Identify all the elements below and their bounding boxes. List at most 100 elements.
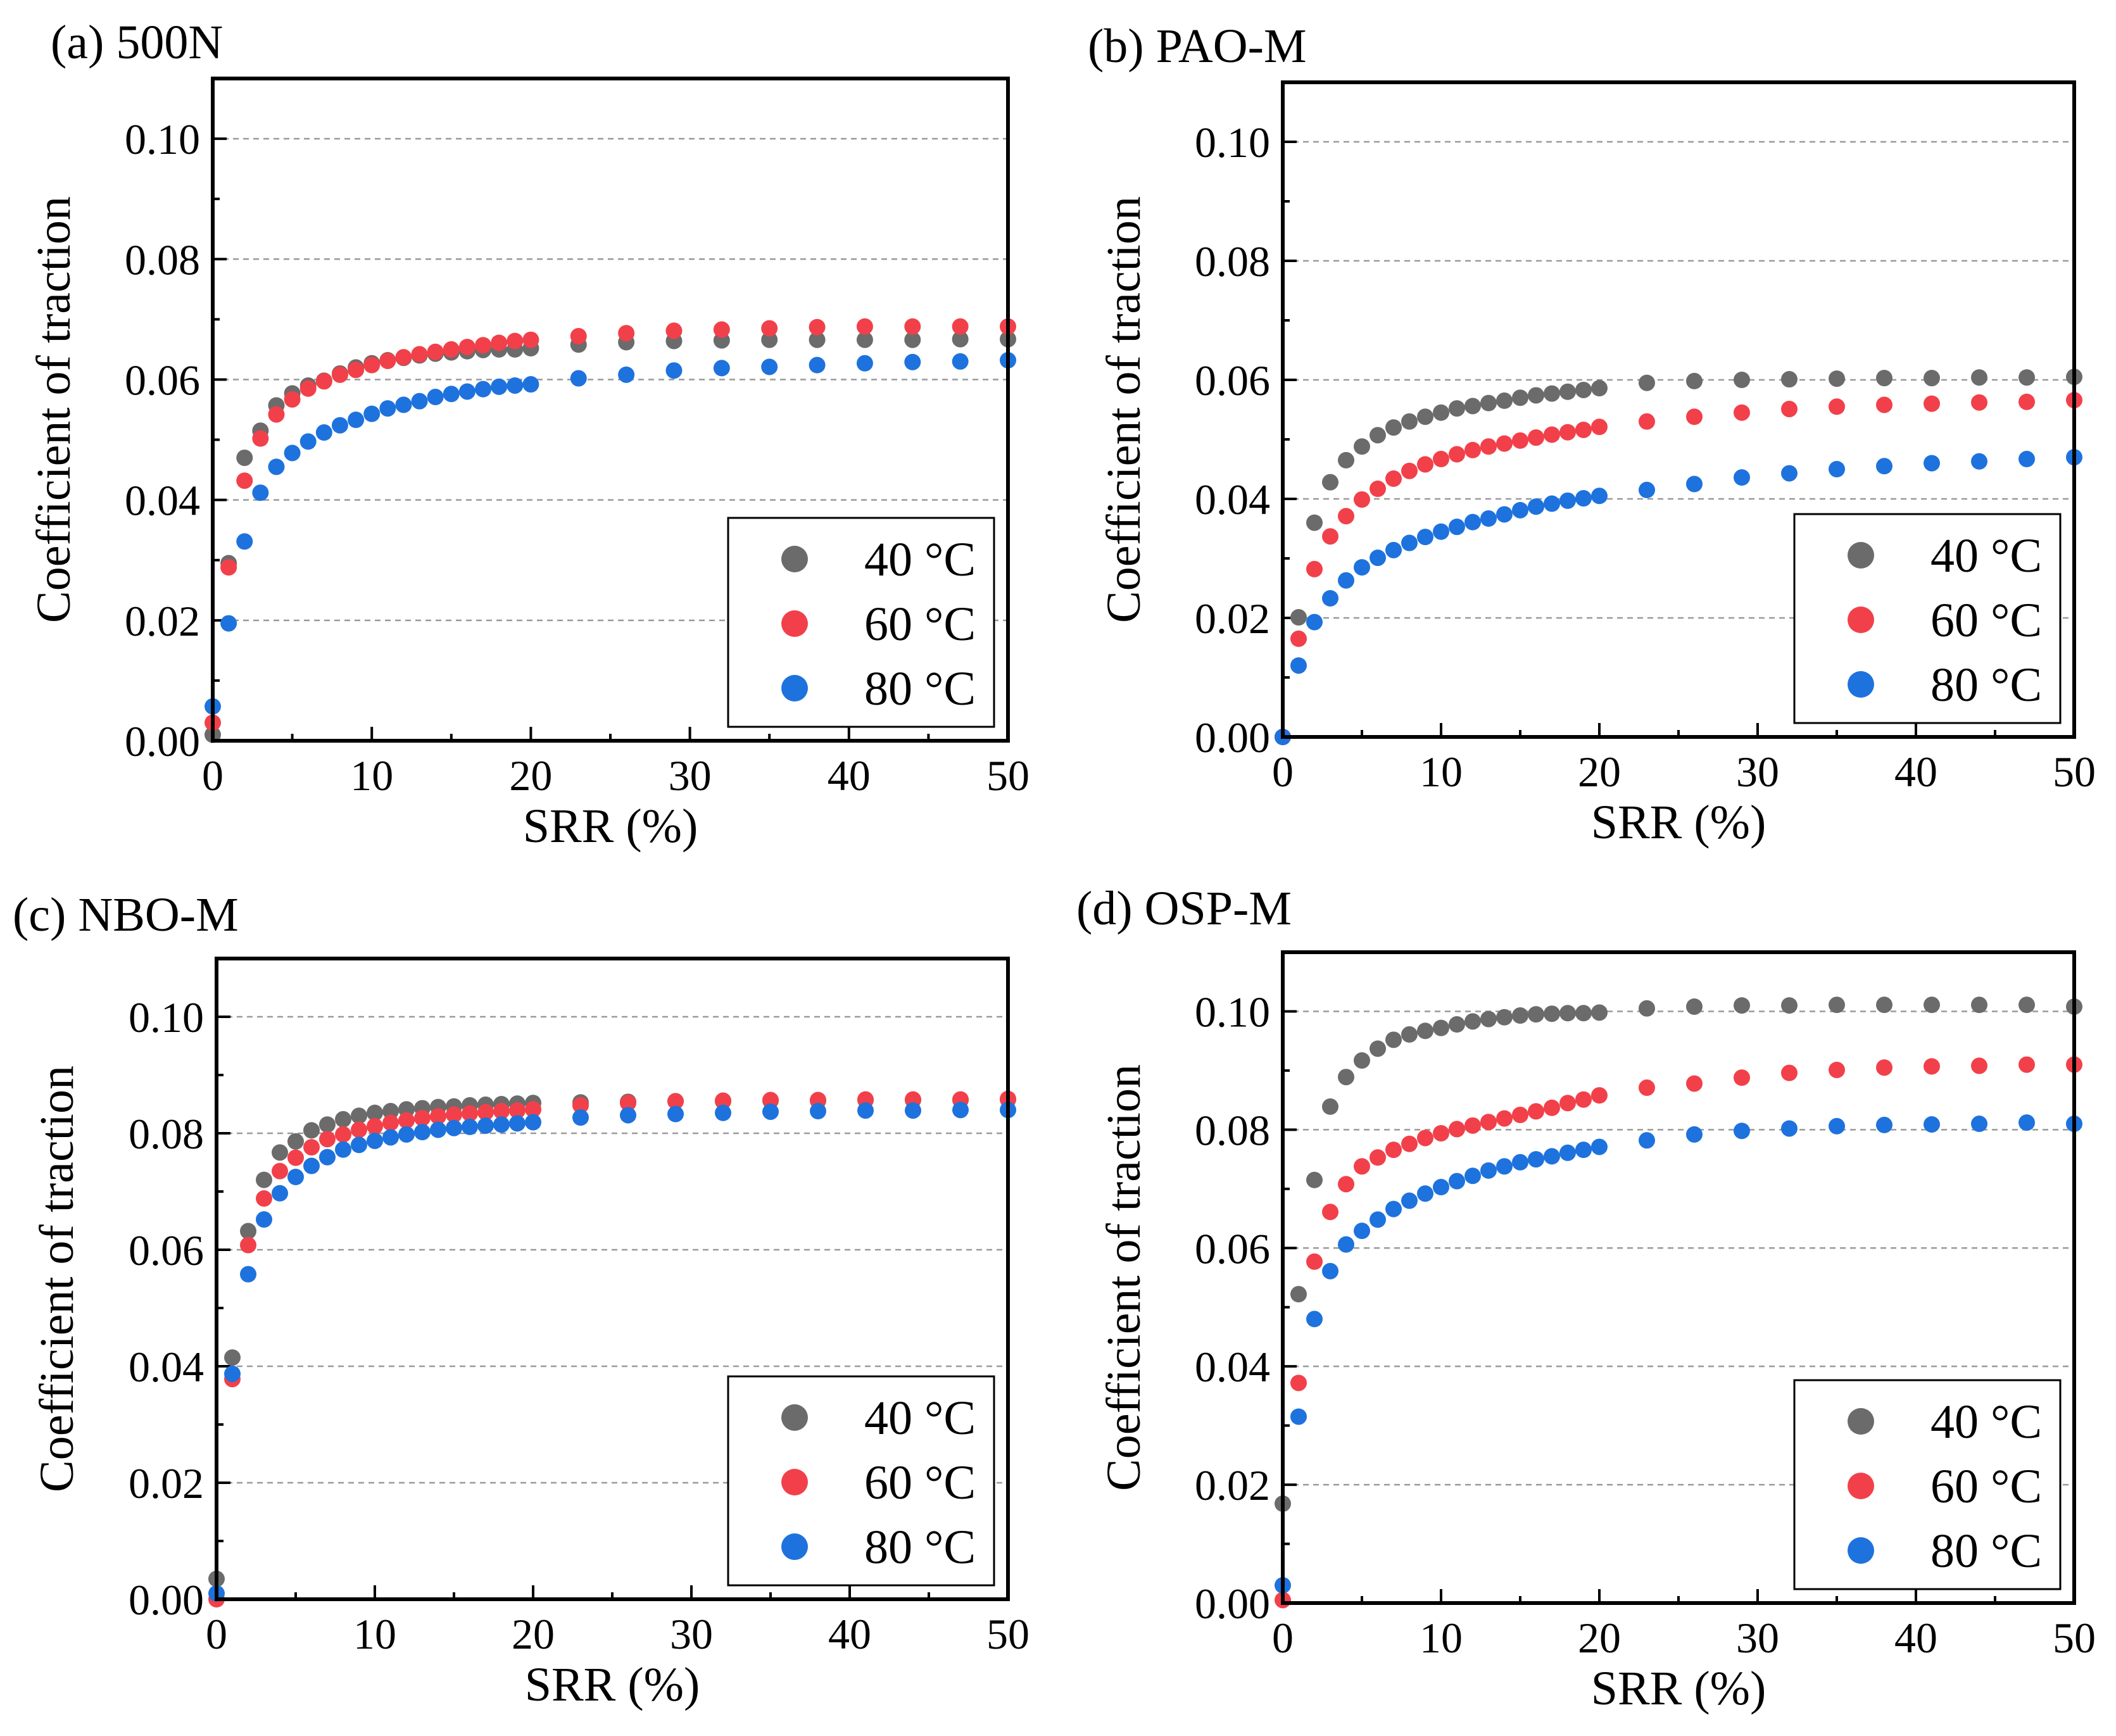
y-tick-label: 0.06 bbox=[1195, 1224, 1270, 1273]
data-point bbox=[443, 386, 460, 403]
y-tick-label: 0.10 bbox=[1195, 988, 1270, 1036]
data-point bbox=[348, 412, 365, 429]
data-point bbox=[1512, 1007, 1528, 1024]
series-60C bbox=[1275, 391, 2082, 745]
data-point bbox=[1528, 387, 1544, 404]
legend-box bbox=[1793, 1379, 2062, 1590]
data-point bbox=[1464, 1117, 1481, 1134]
data-point bbox=[411, 346, 428, 363]
data-point bbox=[1480, 1010, 1497, 1028]
data-point bbox=[1924, 455, 1940, 472]
x-tick-label: 50 bbox=[986, 752, 1030, 800]
legend-box bbox=[727, 517, 995, 728]
data-point bbox=[303, 1122, 320, 1139]
data-point bbox=[256, 1190, 272, 1207]
legend-marker bbox=[1848, 1408, 1874, 1435]
x-tick-label: 0 bbox=[1272, 748, 1294, 796]
data-point bbox=[1544, 426, 1560, 443]
data-point bbox=[303, 1157, 320, 1174]
data-point bbox=[236, 533, 253, 550]
data-point bbox=[446, 1106, 462, 1123]
plot-frame bbox=[211, 77, 1010, 743]
data-point bbox=[1417, 408, 1433, 425]
data-point bbox=[1370, 1040, 1386, 1057]
data-point bbox=[1433, 1124, 1449, 1142]
data-point bbox=[618, 325, 635, 342]
data-point bbox=[1781, 1064, 1798, 1081]
data-point bbox=[1290, 1374, 1307, 1392]
y-tick-label: 0.08 bbox=[125, 236, 200, 284]
data-point bbox=[1559, 1095, 1576, 1112]
data-point bbox=[1385, 1200, 1402, 1217]
data-point bbox=[1781, 371, 1798, 388]
data-point bbox=[1338, 1069, 1354, 1086]
data-point bbox=[1306, 514, 1323, 531]
legend-label: 60 °C bbox=[1930, 1460, 2042, 1513]
data-point bbox=[952, 353, 969, 370]
data-point bbox=[1322, 1204, 1338, 1221]
data-point bbox=[430, 1121, 446, 1138]
data-point bbox=[1734, 997, 1750, 1014]
panel-title: (a) 500N bbox=[51, 16, 223, 69]
y-tick-label: 0.04 bbox=[1195, 1343, 1270, 1391]
data-point bbox=[1971, 1116, 1987, 1133]
y-tick-label: 0.02 bbox=[1195, 1461, 1270, 1509]
data-point bbox=[1496, 1110, 1513, 1127]
data-point bbox=[299, 380, 317, 397]
data-point bbox=[335, 1126, 351, 1143]
data-point bbox=[1354, 1052, 1370, 1069]
x-tick-label: 10 bbox=[353, 1610, 396, 1658]
legend-label: 40 °C bbox=[864, 533, 976, 586]
data-point bbox=[351, 1136, 367, 1154]
data-point bbox=[1449, 519, 1465, 536]
data-point bbox=[398, 1112, 415, 1129]
x-tick-label: 30 bbox=[670, 1610, 713, 1658]
data-point bbox=[572, 1097, 589, 1114]
data-point bbox=[1734, 469, 1750, 486]
data-point bbox=[1449, 1016, 1465, 1033]
data-point bbox=[1290, 1408, 1307, 1425]
data-point bbox=[367, 1117, 383, 1135]
data-point bbox=[904, 318, 921, 335]
data-point bbox=[299, 433, 317, 450]
data-point bbox=[1417, 1185, 1433, 1202]
y-tick-label: 0.10 bbox=[125, 115, 200, 163]
legend-label: 80 °C bbox=[864, 662, 976, 715]
data-point bbox=[272, 1144, 288, 1161]
series-80C bbox=[205, 352, 1016, 715]
y-tick-label: 0.06 bbox=[125, 356, 200, 404]
x-tick-label: 40 bbox=[1894, 1614, 1937, 1662]
data-point bbox=[477, 1117, 494, 1135]
y-tick-label: 0.04 bbox=[129, 1343, 204, 1391]
data-point bbox=[367, 1104, 383, 1121]
data-point bbox=[1401, 462, 1418, 479]
data-point bbox=[809, 356, 826, 374]
data-point bbox=[240, 1223, 256, 1240]
data-point bbox=[287, 1133, 304, 1150]
data-point bbox=[509, 1102, 526, 1119]
data-point bbox=[427, 389, 444, 406]
data-point bbox=[1322, 474, 1338, 491]
data-point bbox=[411, 393, 428, 410]
data-point bbox=[284, 444, 301, 462]
data-point bbox=[1464, 441, 1481, 458]
data-point bbox=[1639, 1000, 1655, 1017]
data-point bbox=[1591, 487, 1608, 505]
data-point bbox=[348, 362, 365, 379]
data-point bbox=[810, 1103, 826, 1120]
data-point bbox=[395, 349, 412, 366]
x-axis-title: SRR (%) bbox=[525, 1658, 700, 1711]
data-point bbox=[1781, 997, 1798, 1014]
data-point bbox=[570, 327, 587, 344]
data-point bbox=[1496, 506, 1513, 523]
data-point bbox=[1591, 1087, 1608, 1104]
y-axis-title: Coefficient of traction bbox=[27, 196, 80, 623]
data-point bbox=[1417, 456, 1433, 473]
x-axis-title: SRR (%) bbox=[523, 800, 698, 853]
data-point bbox=[1417, 1129, 1433, 1147]
data-point bbox=[1512, 501, 1528, 519]
data-point bbox=[1686, 372, 1703, 389]
data-point bbox=[1512, 389, 1528, 406]
y-axis-title: Coefficient of traction bbox=[1097, 196, 1150, 623]
